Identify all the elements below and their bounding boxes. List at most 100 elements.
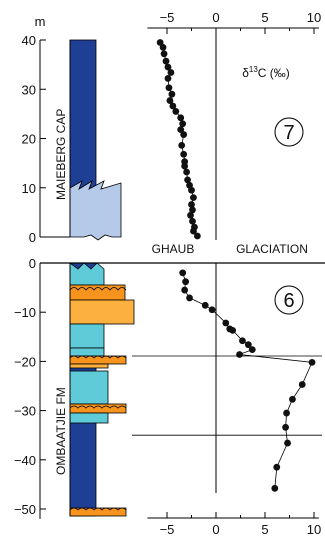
lower-series-point	[222, 319, 230, 327]
depth-tick-label-upper: 30	[22, 82, 36, 97]
lower-series-point	[179, 269, 187, 277]
upper-series-point	[188, 201, 195, 208]
formation-label-maieberg: MAIEBERG CAP	[54, 109, 68, 200]
depth-tick-label-lower: −50	[14, 502, 36, 517]
lower-series-point	[298, 381, 306, 388]
upper-series-point	[167, 69, 175, 76]
series-upper	[156, 39, 201, 240]
x-tick-label-top: 5	[261, 10, 268, 25]
sequence-number-7: 7	[283, 122, 294, 144]
formation-label-ombaatjie: OMBAATJIE FM	[54, 387, 68, 475]
orange-bed-1-ripple	[69, 287, 127, 291]
lower-series-point	[283, 409, 290, 417]
x-tick-label-top: −5	[160, 10, 175, 25]
delta13c-axes: −5 −5 0 0 5 5 10 10	[147, 10, 321, 537]
sequence-number-6: 6	[283, 290, 294, 312]
upper-series-point	[190, 227, 197, 235]
sequence-circle-7	[274, 117, 304, 147]
depth-tick-label-lower: −30	[14, 404, 36, 419]
x-tick-label-bottom: 0	[212, 522, 219, 537]
orange-bed-4-ripple	[69, 405, 127, 409]
upper-series-point	[172, 108, 180, 115]
upper-series-point	[177, 114, 185, 122]
upper-series-point	[165, 84, 173, 92]
upper-series-point	[187, 211, 194, 219]
blue-bed-3	[69, 412, 109, 424]
upper-series-point	[180, 131, 188, 138]
upper-series-point	[179, 120, 187, 128]
lower-series-point	[229, 327, 237, 334]
depth-tick-label-upper: 10	[22, 181, 36, 196]
depth-tick-label-lower: −10	[14, 305, 36, 320]
upper-series-point	[193, 232, 201, 240]
light-orange-bed	[69, 299, 135, 325]
upper-series-point	[160, 50, 168, 58]
depth-tick-label-upper: 0	[29, 230, 36, 245]
lower-series-point	[284, 439, 291, 447]
upper-series-point	[168, 90, 176, 98]
lower-series-point	[308, 358, 316, 366]
lower-series-point	[244, 341, 252, 349]
blue-bed-2	[69, 370, 109, 405]
boundary-label-glaciation: GLACIATION	[236, 242, 308, 256]
orange-bed-base-ripple	[69, 507, 127, 511]
lower-series-point	[282, 423, 289, 431]
upper-series-point	[181, 162, 189, 170]
depth-tick-label-upper: 40	[22, 33, 36, 48]
upper-series-point	[184, 176, 191, 184]
orange-bed-3	[69, 363, 109, 369]
lower-series-point	[273, 463, 281, 471]
lower-series-point	[208, 306, 216, 314]
sequence-circle-6	[274, 285, 304, 315]
lower-series-point	[248, 346, 256, 353]
lower-series-point	[239, 337, 246, 345]
upper-series-point	[190, 194, 197, 202]
lower-series-point	[236, 351, 243, 358]
x-tick-label-top: 10	[307, 10, 321, 25]
upper-series-point	[156, 39, 164, 46]
lower-series-point	[271, 484, 279, 492]
depth-tick-label-upper: 20	[22, 132, 36, 147]
depth-tick-label-lower: −20	[14, 354, 36, 369]
blue-bed-1-top	[69, 347, 105, 357]
series-lower	[179, 269, 316, 492]
x-tick-label-bottom: 10	[307, 522, 321, 537]
upper-series-point	[178, 141, 186, 149]
blue-bed-1	[69, 323, 105, 349]
upper-series-point	[189, 217, 196, 225]
x-tick-label-top: 0	[212, 10, 219, 25]
boundary-label-ghaub: GHAUB	[152, 242, 195, 256]
depth-unit-label: m	[35, 14, 46, 29]
orange-bed-2-ripple	[69, 355, 127, 359]
depth-tick-label-lower: 0	[29, 256, 36, 271]
upper-series-point	[188, 186, 195, 194]
upper-series-point	[169, 102, 177, 110]
sequence-marker-6: 6	[274, 285, 304, 315]
x-tick-label-bottom: 5	[261, 522, 268, 537]
upper-series-point	[166, 97, 174, 104]
lower-series-point	[182, 278, 190, 286]
marker-lines	[132, 355, 322, 436]
upper-series-point	[180, 150, 188, 158]
lower-series-point	[289, 395, 296, 403]
orange-bed-4	[69, 403, 127, 414]
lower-series-point	[186, 294, 193, 302]
sequence-marker-7: 7	[274, 117, 304, 147]
cap-dolostone-light-unit	[69, 180, 122, 241]
lower-series-point	[201, 301, 209, 309]
lithology-column	[69, 39, 135, 517]
lower-series-point	[181, 286, 189, 294]
upper-series-point	[162, 57, 170, 65]
upper-series-point	[183, 168, 191, 176]
depth-axis: 0 10 20 30 40 0 −10 −20 −30 −40 −50	[14, 33, 46, 519]
x-axis-title: δ13C (‰)	[242, 65, 290, 80]
upper-series-point	[189, 206, 196, 214]
depth-tick-label-lower: −40	[14, 453, 36, 468]
x-tick-label-bottom: −5	[160, 522, 175, 537]
upper-series-point	[164, 63, 172, 71]
upper-series-point	[177, 126, 185, 134]
cap-dolostone-dark-unit	[69, 39, 97, 189]
upper-series-point	[164, 75, 172, 82]
plot-frame	[40, 236, 325, 264]
upper-series-point	[159, 43, 167, 51]
